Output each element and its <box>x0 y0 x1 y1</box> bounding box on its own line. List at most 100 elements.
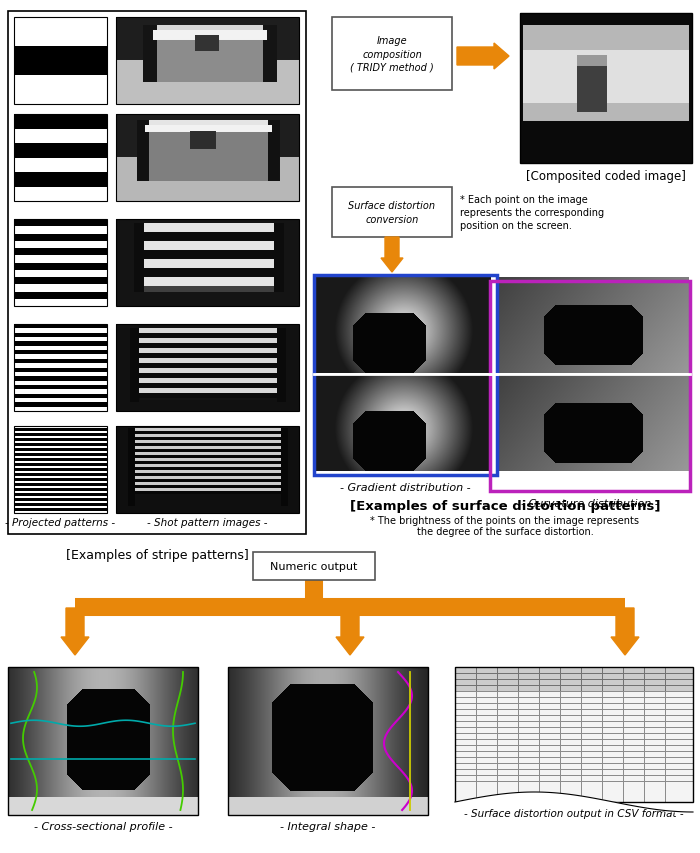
Text: [Examples of surface distortion patterns]: [Examples of surface distortion patterns… <box>350 499 660 513</box>
Bar <box>14 264 107 270</box>
Bar <box>14 325 107 329</box>
Bar <box>14 468 107 471</box>
Bar <box>14 130 107 144</box>
Bar <box>14 456 107 459</box>
Text: - Integral shape -: - Integral shape - <box>280 821 376 831</box>
Bar <box>14 188 107 202</box>
Text: * Each point on the image
represents the corresponding
position on the screen.: * Each point on the image represents the… <box>460 194 604 231</box>
Bar <box>14 359 107 363</box>
Text: - Cross-sectional profile -: - Cross-sectional profile - <box>34 821 172 831</box>
Bar <box>253 553 375 580</box>
Bar <box>14 432 107 434</box>
Bar <box>14 451 107 454</box>
Bar <box>14 494 107 496</box>
Bar <box>14 446 107 449</box>
Bar <box>14 503 107 506</box>
Bar <box>14 115 107 130</box>
Bar <box>14 227 107 235</box>
Bar <box>14 18 107 105</box>
Bar <box>14 338 107 342</box>
Bar <box>14 506 107 508</box>
Text: [Examples of stripe patterns]: [Examples of stripe patterns] <box>66 548 248 561</box>
Text: * The brightness of the points on the image represents: * The brightness of the points on the im… <box>370 515 640 525</box>
Bar <box>8 12 306 534</box>
Bar <box>14 363 107 368</box>
Bar <box>14 334 107 338</box>
Bar <box>455 667 693 802</box>
Bar <box>14 173 107 188</box>
Bar <box>14 293 107 299</box>
Text: Numeric output: Numeric output <box>270 561 358 572</box>
Bar <box>14 498 107 501</box>
Text: Surface distortion
conversion: Surface distortion conversion <box>349 201 435 224</box>
Bar <box>14 249 107 256</box>
Bar <box>14 473 107 476</box>
Bar <box>14 220 107 227</box>
FancyArrow shape <box>381 238 403 273</box>
Bar <box>14 426 107 514</box>
Bar <box>14 159 107 173</box>
Bar <box>14 373 107 377</box>
Bar <box>14 256 107 264</box>
Bar <box>14 329 107 334</box>
Bar <box>14 18 107 47</box>
Bar <box>8 667 198 815</box>
Text: - Projected patterns -: - Projected patterns - <box>6 518 116 527</box>
Bar <box>14 434 107 437</box>
Bar <box>14 368 107 373</box>
Bar <box>14 439 107 441</box>
Bar <box>14 459 107 461</box>
Bar <box>14 299 107 306</box>
Bar <box>14 461 107 464</box>
Text: [Composited coded image]: [Composited coded image] <box>526 170 686 183</box>
Bar <box>14 76 107 105</box>
Bar <box>14 115 107 202</box>
Bar <box>14 351 107 355</box>
Bar <box>14 386 107 390</box>
Bar <box>14 285 107 293</box>
Bar <box>14 441 107 444</box>
Bar <box>14 489 107 491</box>
Text: Image
composition
( TRIDY method ): Image composition ( TRIDY method ) <box>350 37 434 73</box>
Bar <box>116 115 299 202</box>
Bar <box>14 476 107 479</box>
Bar <box>14 381 107 386</box>
FancyArrow shape <box>457 44 509 70</box>
Bar <box>14 390 107 394</box>
Bar <box>116 18 299 105</box>
Bar <box>14 325 107 411</box>
Bar <box>14 270 107 278</box>
Bar <box>14 437 107 439</box>
Bar <box>14 342 107 346</box>
Bar <box>14 454 107 456</box>
Bar <box>14 235 107 241</box>
Text: - Shot pattern images -: - Shot pattern images - <box>147 518 267 527</box>
FancyArrow shape <box>61 608 89 655</box>
Bar <box>14 449 107 451</box>
Bar <box>14 484 107 486</box>
Bar <box>332 18 452 91</box>
Bar <box>14 407 107 411</box>
Bar <box>332 188 452 238</box>
Bar <box>116 426 299 514</box>
Bar <box>14 464 107 467</box>
Bar <box>14 511 107 514</box>
Bar <box>14 508 107 511</box>
FancyArrow shape <box>336 608 364 655</box>
Bar <box>14 426 107 429</box>
Bar <box>14 501 107 503</box>
Text: - Curvature distribution -: - Curvature distribution - <box>521 498 659 508</box>
Bar <box>14 47 107 76</box>
Bar <box>14 355 107 359</box>
Text: - Surface distortion output in CSV format -: - Surface distortion output in CSV forma… <box>464 808 684 818</box>
Bar <box>14 241 107 249</box>
Bar <box>14 403 107 407</box>
Bar <box>14 394 107 398</box>
Bar <box>14 278 107 285</box>
Text: - Gradient distribution -: - Gradient distribution - <box>340 483 471 492</box>
Bar <box>490 281 690 491</box>
Bar <box>14 481 107 484</box>
FancyArrow shape <box>611 608 639 655</box>
Bar <box>520 14 692 164</box>
Bar <box>14 346 107 351</box>
